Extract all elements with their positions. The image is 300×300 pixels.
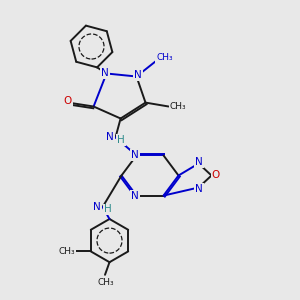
Text: CH₃: CH₃ [156,53,173,62]
Text: N: N [131,191,139,201]
Text: CH₃: CH₃ [58,247,75,256]
Text: N: N [106,132,114,142]
Text: H: H [117,135,125,145]
Text: O: O [64,96,72,106]
Text: N: N [131,150,139,160]
Text: N: N [101,68,109,78]
Text: N: N [195,184,203,194]
Text: CH₃: CH₃ [97,278,114,287]
Text: N: N [195,157,203,167]
Text: N: N [134,70,142,80]
Text: H: H [104,204,112,214]
Text: CH₃: CH₃ [170,102,187,111]
Text: N: N [93,202,101,212]
Text: O: O [212,170,220,181]
